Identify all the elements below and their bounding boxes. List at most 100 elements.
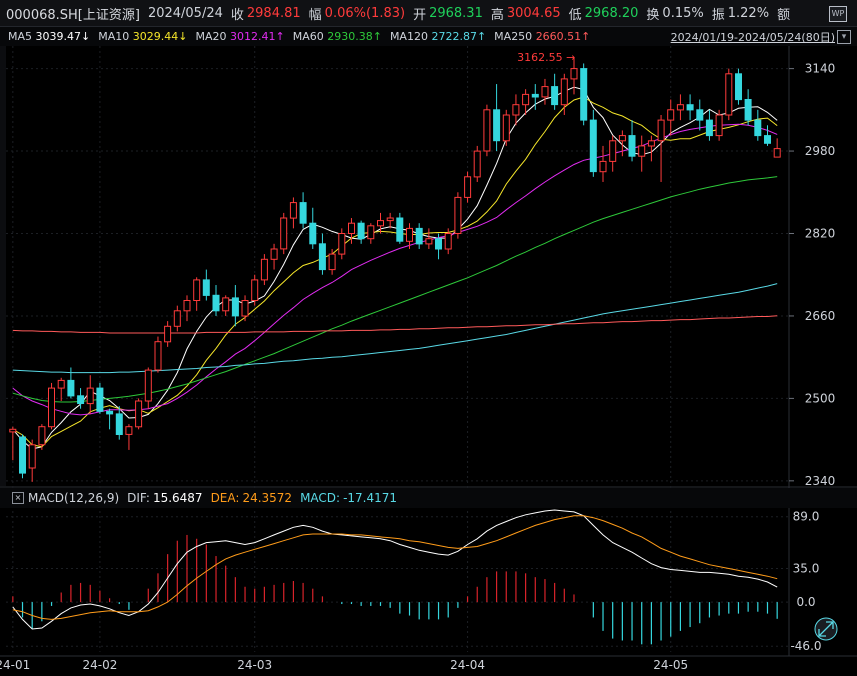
candle-down [231, 297, 239, 317]
low-label: 低 [568, 7, 582, 23]
candle-down [299, 202, 307, 224]
expand-icon-arrow [818, 621, 834, 637]
candle-down [551, 86, 559, 106]
price-tick-label: 3140 [805, 62, 836, 76]
turnover-value: 0.15% [662, 5, 704, 21]
candle-down [531, 93, 539, 98]
candle-up [125, 426, 133, 435]
candle-down [580, 68, 588, 121]
candle-up [57, 379, 65, 389]
candle-up [773, 148, 781, 158]
candle-up [135, 400, 143, 428]
open-value: 2968.31 [429, 5, 483, 21]
amount-label: 额 [777, 7, 791, 23]
expand-icon[interactable] [814, 617, 838, 641]
candle-up [560, 78, 568, 106]
ma10-legend: MA10 3029.44↓ [98, 30, 188, 43]
price-tick-label: 2340 [805, 474, 836, 488]
candle-up [512, 104, 520, 116]
high-value: 3004.65 [506, 5, 561, 21]
close-label: 收 [230, 7, 244, 23]
candle-up [609, 140, 617, 162]
macd-label: MACD: [300, 491, 341, 505]
candle-up [425, 238, 433, 245]
candle-down [19, 436, 26, 474]
candle-up [338, 233, 346, 255]
macd-title: MACD(12,26,9) [28, 491, 120, 505]
candle-up [144, 369, 152, 402]
candle-up [502, 114, 510, 142]
candle-down [754, 119, 762, 137]
date-tick-label: 24-03 [237, 658, 272, 672]
macd-tick-label: 35.0 [793, 562, 820, 576]
candle-up [164, 325, 172, 343]
date-range-selector[interactable]: 2024/01/19-2024/05/24(80日) [670, 31, 835, 44]
candle-up [618, 135, 626, 142]
dea-value: 24.3572 [242, 491, 293, 505]
candle-up [541, 86, 549, 98]
candle-down [589, 119, 597, 173]
date-tick-label: 24-01 [0, 658, 30, 672]
macd-value: -17.4171 [343, 491, 398, 505]
date-tick-label: 24-05 [653, 658, 688, 672]
symbol-label[interactable]: 000068.SH[上证资源] [6, 7, 140, 23]
ma60-line [12, 176, 778, 403]
candle-down [106, 410, 114, 415]
candle-down [212, 294, 220, 312]
candle-up [464, 176, 472, 198]
candle-up [348, 222, 355, 234]
candle-up [483, 109, 491, 152]
candle-down [744, 99, 752, 121]
date-label: 2024/05/24 [147, 5, 223, 21]
dif-label: DIF: [127, 491, 150, 505]
date-tick-label: 24-04 [450, 658, 485, 672]
change-label: 幅 [308, 7, 322, 23]
candle-down [309, 222, 317, 245]
dea-line [12, 515, 778, 620]
ma120-legend: MA120 2722.87↑ [389, 30, 487, 43]
candle-up [522, 93, 530, 106]
ma60-legend: MA60 2930.38↑ [292, 30, 382, 43]
ma-legend: MA5 3039.47↓ MA10 3029.44↓ MA20 3012.41↑… [0, 27, 857, 46]
price-tick-label: 2500 [805, 391, 836, 405]
candle-down [396, 217, 404, 242]
macd-legend: × MACD(12,26,9) DIF: 15.6487 DEA: 24.357… [0, 488, 857, 508]
candle-up [377, 220, 384, 227]
ma250-legend: MA250 2660.51↑ [494, 30, 591, 43]
candle-down [686, 104, 694, 111]
candle-up [86, 387, 94, 405]
ma120-line [12, 283, 778, 374]
candle-up [222, 297, 230, 312]
candle-up [715, 114, 723, 137]
dif-line [12, 509, 778, 630]
candle-up [280, 217, 288, 250]
wp-icon[interactable]: WP [829, 6, 847, 22]
close-icon[interactable]: × [12, 492, 24, 504]
candle-up [251, 279, 259, 301]
candle-up [9, 428, 17, 433]
candle-down [764, 135, 771, 144]
chevron-down-icon[interactable]: ▾ [837, 30, 851, 44]
candle-down [415, 227, 423, 245]
ma5-legend: MA5 3039.47↓ [8, 30, 91, 43]
candle-up [28, 444, 36, 469]
candle-up [38, 426, 46, 446]
candle-up [260, 258, 268, 281]
candle-up [386, 217, 394, 222]
candle-up [193, 279, 201, 301]
candle-up [406, 227, 413, 242]
ma20-legend: MA20 3012.41↑ [195, 30, 285, 43]
extreme-price-label: 3162.55 → [517, 51, 575, 64]
candle-up [289, 202, 297, 219]
candle-down [202, 279, 210, 296]
candle-up [367, 225, 375, 240]
candle-down [77, 395, 85, 404]
candle-up [154, 341, 162, 371]
candle-up [241, 300, 249, 317]
candle-down [96, 387, 104, 412]
quote-header: 000068.SH[上证资源] 2024/05/24 收 2984.81 幅 0… [0, 0, 857, 27]
candle-up [725, 73, 733, 116]
candle-up [638, 145, 646, 157]
candle-up [444, 233, 452, 250]
